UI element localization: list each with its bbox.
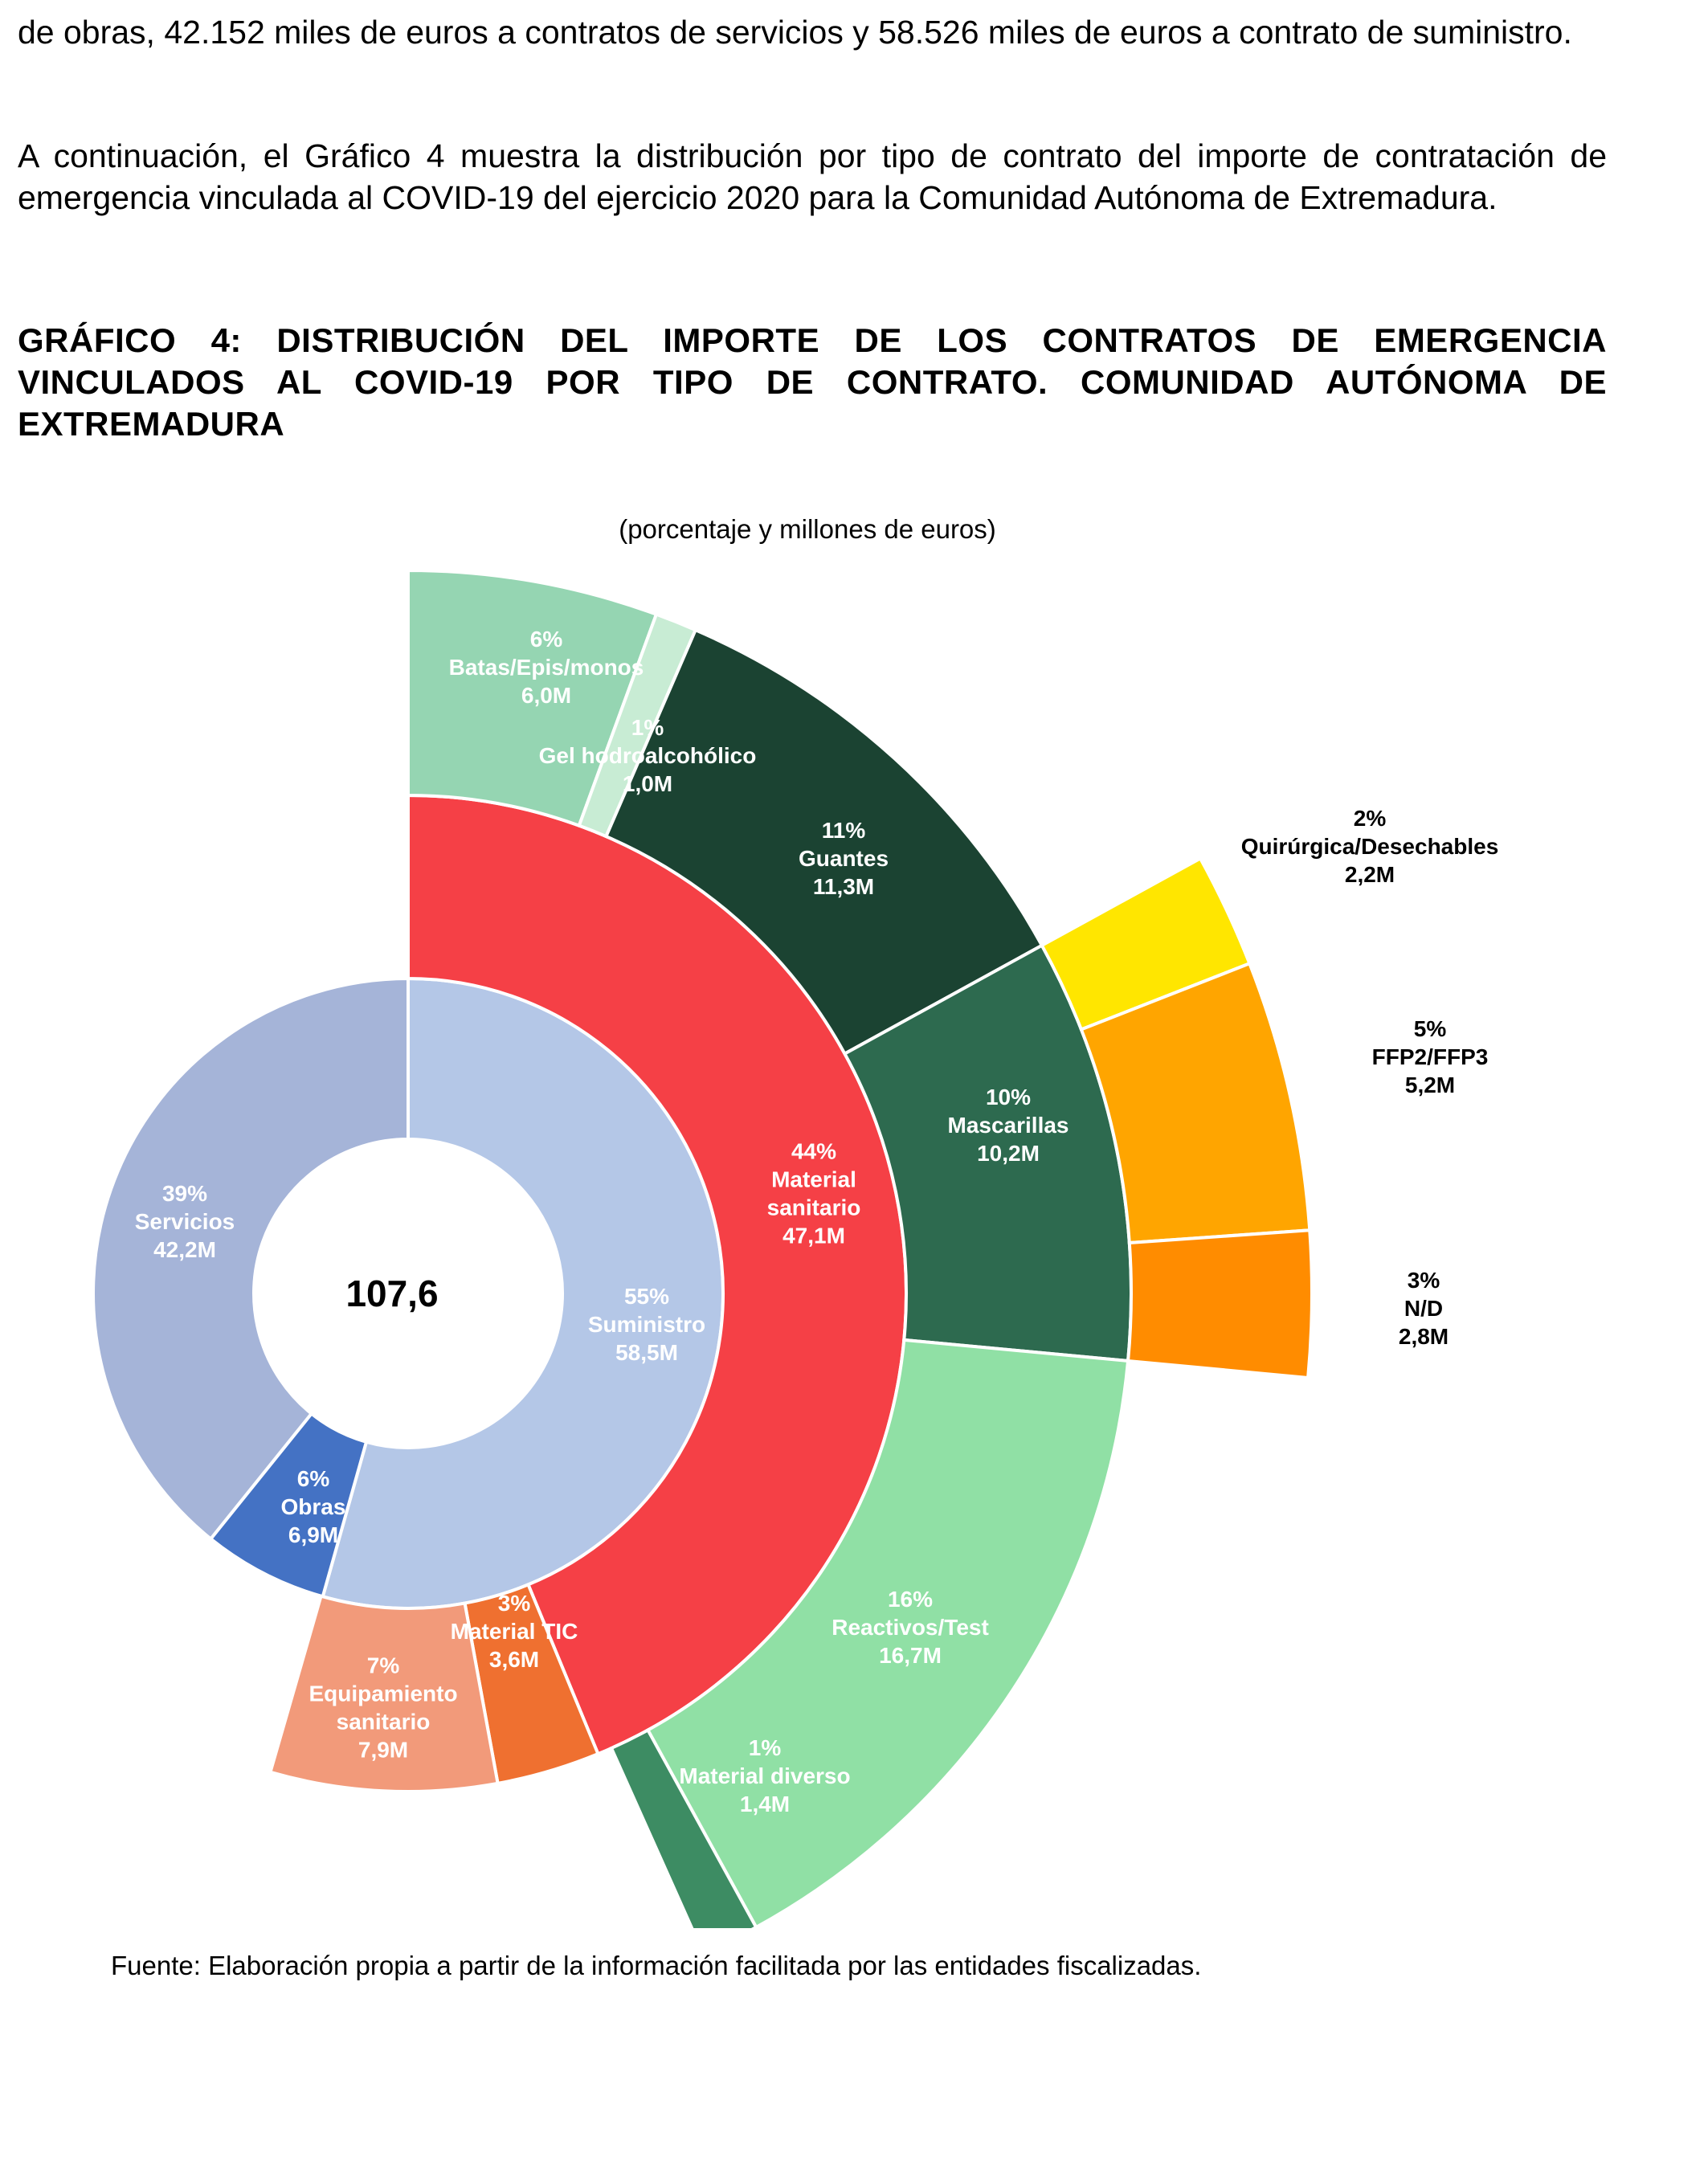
label-material-tic-line-2: Material TIC [451, 1619, 578, 1644]
label-n-d-line-1: 3% [1408, 1268, 1440, 1293]
label-equipamiento-sanitario-line-4: 7,9M [358, 1737, 408, 1762]
label-gel-hodroalcoholico-line-1: 1% [631, 715, 664, 740]
center-total-label: 107,6 [345, 1273, 438, 1314]
label-n-d-line-2: N/D [1404, 1296, 1443, 1321]
label-quirurgica-desechables-line-2: Quirúrgica/Desechables [1241, 834, 1499, 859]
label-guantes-line-2: Guantes [799, 846, 889, 871]
label-ffp2-ffp3-line-1: 5% [1414, 1016, 1447, 1041]
label-batas-epis-monos-line-3: 6,0M [521, 683, 571, 708]
label-servicios-line-1: 39% [162, 1181, 207, 1206]
figure-source: Fuente: Elaboración propia a partir de l… [111, 1951, 1202, 1980]
label-obras-line-3: 6,9M [288, 1522, 338, 1547]
label-mascarillas-line-1: 10% [986, 1085, 1031, 1109]
label-obras-line-1: 6% [297, 1466, 330, 1491]
figure-title: GRÁFICO 4: DISTRIBUCIÓN DEL IMPORTE DE L… [18, 321, 1607, 443]
label-material-tic-line-3: 3,6M [489, 1647, 539, 1672]
label-batas-epis-monos-line-1: 6% [530, 627, 563, 652]
label-gel-hodroalcoholico-line-3: 1,0M [623, 771, 672, 796]
label-n-d-line-3: 2,8M [1399, 1324, 1449, 1349]
label-reactivos-test-line-1: 16% [888, 1587, 933, 1612]
label-suministro-line-2: Suministro [588, 1312, 705, 1337]
label-material-diverso-line-1: 1% [749, 1735, 782, 1760]
label-guantes-line-1: 11% [822, 818, 866, 843]
label-reactivos-test-line-2: Reactivos/Test [832, 1615, 989, 1640]
label-material-sanitario-line-4: 47,1M [782, 1223, 845, 1248]
segment-reactivos-test [645, 1338, 1130, 1928]
segment-servicios [92, 976, 410, 1542]
label-material-sanitario-line-1: 44% [791, 1138, 836, 1163]
label-equipamiento-sanitario-line-1: 7% [367, 1653, 400, 1677]
label-material-diverso-line-2: Material diverso [679, 1763, 850, 1788]
center-hole [255, 1141, 561, 1446]
label-ffp2-ffp3-line-2: FFP2/FFP3 [1372, 1044, 1489, 1069]
label-suministro-line-1: 55% [624, 1284, 669, 1309]
label-quirurgica-desechables-line-1: 2% [1354, 806, 1387, 831]
label-suministro-line-3: 58,5M [615, 1340, 678, 1365]
paragraph-2: A continuación, el Gráfico 4 muestra la … [18, 137, 1607, 216]
label-servicios-line-2: Servicios [135, 1209, 235, 1234]
paragraph-1: de obras, 42.152 miles de euros a contra… [18, 14, 1572, 51]
label-mascarillas-line-3: 10,2M [977, 1141, 1040, 1166]
label-equipamiento-sanitario-line-3: sanitario [337, 1709, 431, 1734]
label-servicios-line-3: 42,2M [153, 1237, 216, 1262]
label-material-sanitario-line-3: sanitario [767, 1195, 861, 1220]
label-mascarillas-line-2: Mascarillas [948, 1113, 1069, 1138]
sunburst-chart: 107,6 55% Suministro 58,5M 6% Obras 6,9M 39% Ser… [92, 570, 1499, 1928]
label-material-tic-line-1: 3% [498, 1591, 531, 1616]
label-quirurgica-desechables-line-3: 2,2M [1345, 862, 1395, 887]
label-obras-line-2: Obras [281, 1494, 346, 1519]
label-gel-hodroalcoholico-line-2: Gel hodroalcohólico [539, 743, 757, 768]
label-guantes-line-3: 11,3M [813, 874, 874, 899]
segment-n-d [1126, 1228, 1314, 1380]
label-ffp2-ffp3-line-3: 5,2M [1405, 1073, 1455, 1097]
label-batas-epis-monos-line-2: Batas/Epis/monos [449, 655, 644, 680]
label-equipamiento-sanitario-line-2: Equipamiento [309, 1681, 457, 1706]
label-material-sanitario-line-2: Material [771, 1167, 856, 1191]
label-reactivos-test-line-3: 16,7M [879, 1643, 942, 1668]
segment-equipamiento-sanitario [268, 1594, 500, 1793]
segment-material-diverso [609, 1727, 758, 1928]
figure-subtitle: (porcentaje y millones de euros) [619, 514, 996, 544]
label-material-diverso-line-3: 1,4M [740, 1792, 790, 1816]
